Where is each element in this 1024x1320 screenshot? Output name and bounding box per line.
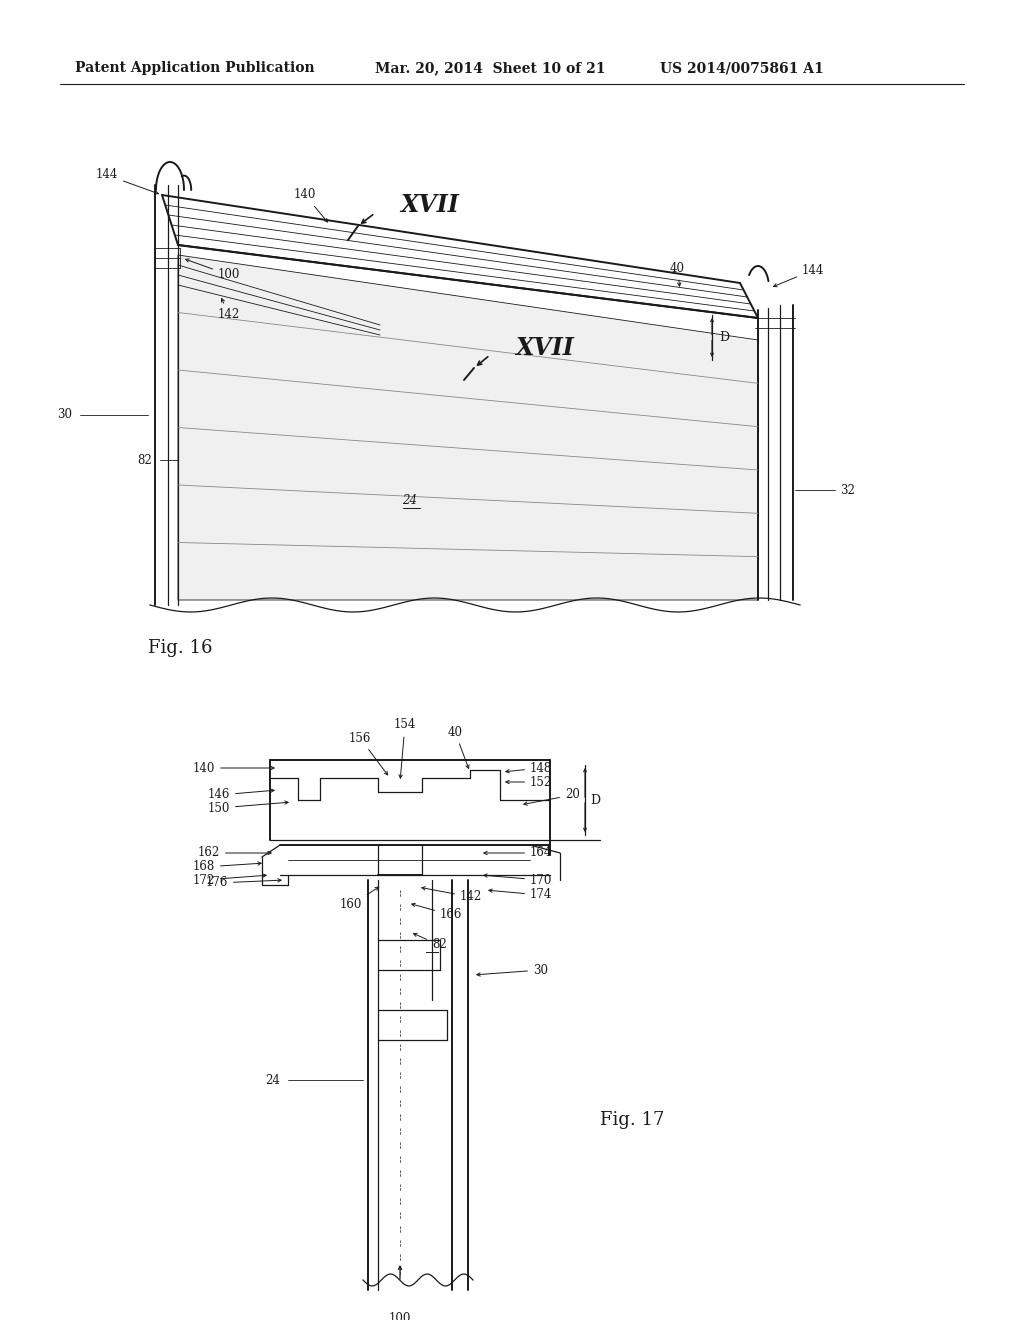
Text: 82: 82 — [414, 933, 446, 952]
Text: 166: 166 — [412, 903, 463, 921]
Text: 100: 100 — [185, 259, 241, 281]
Text: 174: 174 — [488, 888, 552, 902]
Text: 148: 148 — [506, 762, 552, 775]
Text: XVII: XVII — [516, 337, 574, 360]
Text: 170: 170 — [484, 874, 552, 887]
Polygon shape — [178, 255, 758, 601]
Text: Patent Application Publication: Patent Application Publication — [75, 61, 314, 75]
Text: 172: 172 — [193, 874, 266, 887]
Text: 30: 30 — [57, 408, 72, 421]
Text: 150: 150 — [208, 801, 288, 814]
Text: 30: 30 — [477, 964, 548, 977]
Text: 160: 160 — [340, 887, 379, 912]
Text: D: D — [590, 793, 600, 807]
Text: 142: 142 — [218, 298, 240, 322]
Text: 142: 142 — [422, 887, 482, 903]
Text: Mar. 20, 2014  Sheet 10 of 21: Mar. 20, 2014 Sheet 10 of 21 — [375, 61, 605, 75]
Text: 40: 40 — [670, 261, 685, 286]
Text: 144: 144 — [773, 264, 824, 286]
Text: 154: 154 — [394, 718, 416, 779]
Text: 140: 140 — [193, 762, 274, 775]
Text: 32: 32 — [840, 483, 855, 496]
Text: 156: 156 — [349, 731, 388, 775]
Text: 176: 176 — [206, 876, 282, 890]
Text: Fig. 16: Fig. 16 — [148, 639, 213, 657]
Text: 24: 24 — [402, 494, 418, 507]
Text: 144: 144 — [95, 169, 159, 194]
Text: 100: 100 — [389, 1312, 412, 1320]
Text: Fig. 17: Fig. 17 — [600, 1111, 665, 1129]
Text: 20: 20 — [524, 788, 580, 805]
Text: 140: 140 — [294, 189, 328, 222]
Text: 40: 40 — [447, 726, 469, 768]
Text: 24: 24 — [265, 1073, 280, 1086]
Text: XVII: XVII — [400, 193, 460, 216]
Text: 168: 168 — [193, 861, 261, 874]
Text: 164: 164 — [484, 846, 552, 859]
Text: D: D — [719, 331, 729, 345]
Text: 162: 162 — [198, 846, 271, 859]
Text: 152: 152 — [506, 776, 552, 788]
Text: 146: 146 — [208, 788, 274, 801]
Text: US 2014/0075861 A1: US 2014/0075861 A1 — [660, 61, 823, 75]
Text: 82: 82 — [137, 454, 152, 466]
